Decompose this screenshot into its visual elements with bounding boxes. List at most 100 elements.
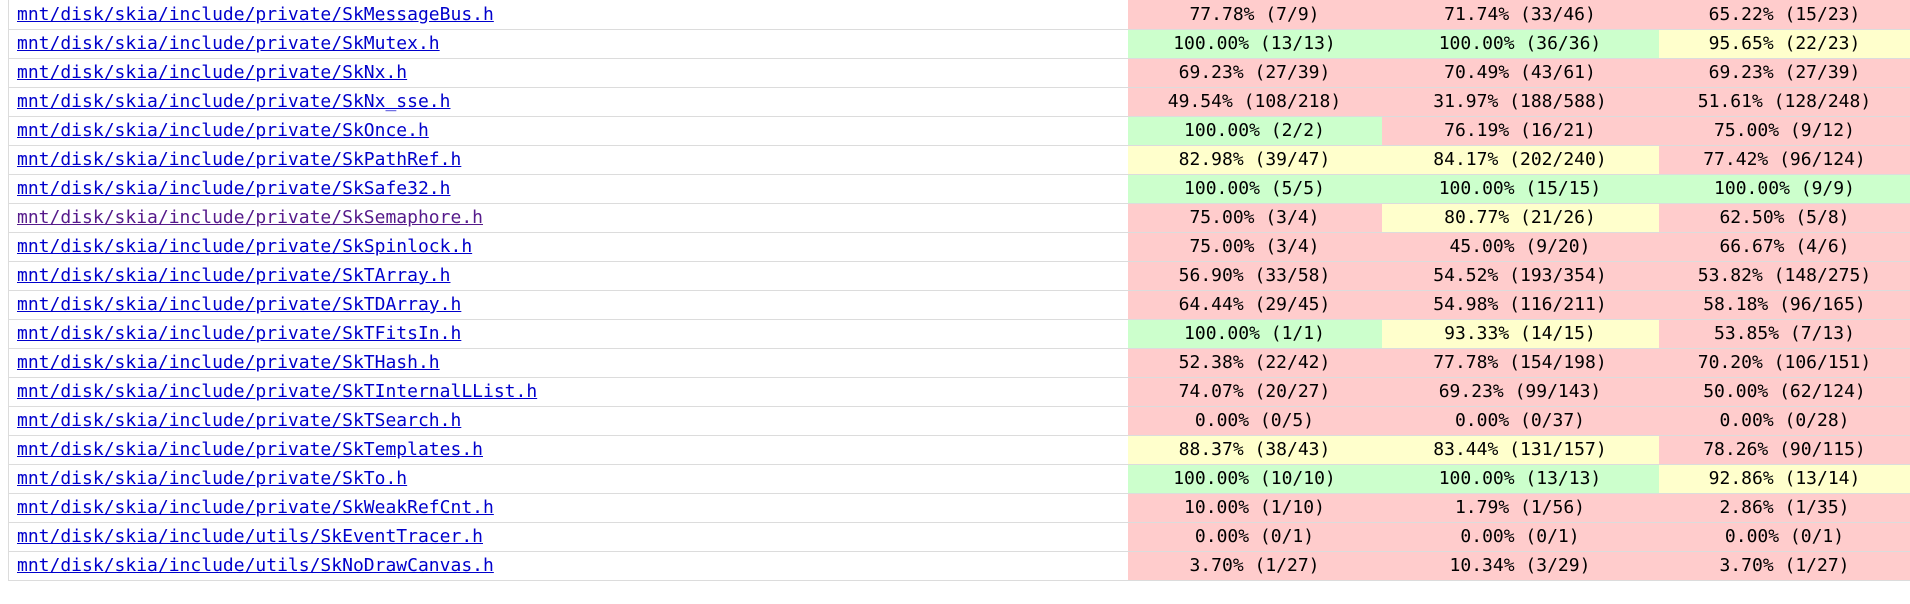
file-link[interactable]: mnt/disk/skia/include/private/SkWeakRefC… <box>17 497 494 518</box>
table-row: mnt/disk/skia/include/private/SkTArray.h… <box>8 261 1910 291</box>
table-row: mnt/disk/skia/include/private/SkMutex.h 1… <box>8 29 1910 59</box>
table-row: mnt/disk/skia/include/private/SkMessageB… <box>8 0 1910 30</box>
lines-coverage-cell: 0.00% (0/1) <box>1127 522 1382 552</box>
table-row: mnt/disk/skia/include/private/SkSpinlock… <box>8 232 1910 262</box>
functions-coverage-cell: 80.77% (21/26) <box>1381 203 1659 233</box>
file-link[interactable]: mnt/disk/skia/include/private/SkTo.h <box>17 468 408 489</box>
lines-coverage-cell: 69.23% (27/39) <box>1127 58 1382 88</box>
file-link[interactable]: mnt/disk/skia/include/private/SkSemaphor… <box>17 207 483 228</box>
table-row: mnt/disk/skia/include/private/SkTHash.h 5… <box>8 348 1910 378</box>
functions-coverage-cell: 45.00% (9/20) <box>1381 232 1659 262</box>
lines-coverage-cell: 74.07% (20/27) <box>1127 377 1382 407</box>
functions-coverage-cell: 100.00% (13/13) <box>1381 464 1659 494</box>
file-link[interactable]: mnt/disk/skia/include/private/SkTInterna… <box>17 381 538 402</box>
file-link[interactable]: mnt/disk/skia/include/private/SkSafe32.h <box>17 178 451 199</box>
file-link[interactable]: mnt/disk/skia/include/private/SkTArray.h <box>17 265 451 286</box>
functions-coverage-cell: 31.97% (188/588) <box>1381 87 1659 117</box>
lines-coverage-cell: 100.00% (5/5) <box>1127 174 1382 204</box>
lines-coverage-cell: 3.70% (1/27) <box>1127 551 1382 581</box>
lines-coverage-cell: 88.37% (38/43) <box>1127 435 1382 465</box>
functions-coverage-cell: 0.00% (0/37) <box>1381 406 1659 436</box>
coverage-table-body: mnt/disk/skia/include/private/SkMessageB… <box>8 0 1910 581</box>
lines-coverage-cell: 49.54% (108/218) <box>1127 87 1382 117</box>
branches-coverage-cell: 0.00% (0/28) <box>1658 406 1910 436</box>
functions-coverage-cell: 70.49% (43/61) <box>1381 58 1659 88</box>
branches-coverage-cell: 58.18% (96/165) <box>1658 290 1910 320</box>
file-link[interactable]: mnt/disk/skia/include/private/SkMutex.h <box>17 33 440 54</box>
file-cell: mnt/disk/skia/include/private/SkTFitsIn.… <box>8 319 1128 349</box>
table-row: mnt/disk/skia/include/private/SkOnce.h 10… <box>8 116 1910 146</box>
branches-coverage-cell: 2.86% (1/35) <box>1658 493 1910 523</box>
table-row: mnt/disk/skia/include/utils/SkEventTrace… <box>8 522 1910 552</box>
functions-coverage-cell: 71.74% (33/46) <box>1381 0 1659 30</box>
file-link[interactable]: mnt/disk/skia/include/private/SkTHash.h <box>17 352 440 373</box>
lines-coverage-cell: 56.90% (33/58) <box>1127 261 1382 291</box>
file-link[interactable]: mnt/disk/skia/include/private/SkTFitsIn.… <box>17 323 462 344</box>
file-link[interactable]: mnt/disk/skia/include/private/SkMessageB… <box>17 3 494 25</box>
functions-coverage-cell: 69.23% (99/143) <box>1381 377 1659 407</box>
file-cell: mnt/disk/skia/include/private/SkSemaphor… <box>8 203 1128 233</box>
branches-coverage-cell: 95.65% (22/23) <box>1658 29 1910 59</box>
lines-coverage-cell: 0.00% (0/5) <box>1127 406 1382 436</box>
branches-coverage-cell: 0.00% (0/1) <box>1658 522 1910 552</box>
table-row: mnt/disk/skia/include/private/SkNx.h 69.2… <box>8 58 1910 88</box>
branches-coverage-cell: 78.26% (90/115) <box>1658 435 1910 465</box>
table-row: mnt/disk/skia/include/private/SkPathRef.… <box>8 145 1910 175</box>
file-link[interactable]: mnt/disk/skia/include/private/SkPathRef.… <box>17 149 462 170</box>
lines-coverage-cell: 75.00% (3/4) <box>1127 203 1382 233</box>
functions-coverage-cell: 84.17% (202/240) <box>1381 145 1659 175</box>
file-link[interactable]: mnt/disk/skia/include/private/SkTSearch.… <box>17 410 462 431</box>
file-cell: mnt/disk/skia/include/private/SkSafe32.h <box>8 174 1128 204</box>
table-row: mnt/disk/skia/include/private/SkNx_sse.h… <box>8 87 1910 117</box>
branches-coverage-cell: 69.23% (27/39) <box>1658 58 1910 88</box>
file-link[interactable]: mnt/disk/skia/include/private/SkNx.h <box>17 62 408 83</box>
branches-coverage-cell: 50.00% (62/124) <box>1658 377 1910 407</box>
file-cell: mnt/disk/skia/include/private/SkMessageB… <box>8 0 1128 30</box>
file-cell: mnt/disk/skia/include/private/SkTDArray.… <box>8 290 1128 320</box>
file-link[interactable]: mnt/disk/skia/include/private/SkOnce.h <box>17 120 429 141</box>
table-row: mnt/disk/skia/include/private/SkTDArray.… <box>8 290 1910 320</box>
lines-coverage-cell: 64.44% (29/45) <box>1127 290 1382 320</box>
lines-coverage-cell: 52.38% (22/42) <box>1127 348 1382 378</box>
file-cell: mnt/disk/skia/include/private/SkNx.h <box>8 58 1128 88</box>
lines-coverage-cell: 10.00% (1/10) <box>1127 493 1382 523</box>
lines-coverage-cell: 100.00% (2/2) <box>1127 116 1382 146</box>
lines-coverage-cell: 75.00% (3/4) <box>1127 232 1382 262</box>
functions-coverage-cell: 10.34% (3/29) <box>1381 551 1659 581</box>
functions-coverage-cell: 77.78% (154/198) <box>1381 348 1659 378</box>
branches-coverage-cell: 75.00% (9/12) <box>1658 116 1910 146</box>
file-link[interactable]: mnt/disk/skia/include/utils/SkNoDrawCanv… <box>17 555 494 576</box>
table-row: mnt/disk/skia/include/private/SkTFitsIn.… <box>8 319 1910 349</box>
branches-coverage-cell: 53.85% (7/13) <box>1658 319 1910 349</box>
file-link[interactable]: mnt/disk/skia/include/private/SkTemplate… <box>17 439 483 460</box>
file-link[interactable]: mnt/disk/skia/include/utils/SkEventTrace… <box>17 526 483 547</box>
table-row: mnt/disk/skia/include/private/SkTo.h 100.… <box>8 464 1910 494</box>
branches-coverage-cell: 62.50% (5/8) <box>1658 203 1910 233</box>
branches-coverage-cell: 53.82% (148/275) <box>1658 261 1910 291</box>
file-link[interactable]: mnt/disk/skia/include/private/SkNx_sse.h <box>17 91 451 112</box>
functions-coverage-cell: 76.19% (16/21) <box>1381 116 1659 146</box>
lines-coverage-cell: 100.00% (1/1) <box>1127 319 1382 349</box>
file-link[interactable]: mnt/disk/skia/include/private/SkTDArray.… <box>17 294 462 315</box>
file-cell: mnt/disk/skia/include/private/SkTSearch.… <box>8 406 1128 436</box>
branches-coverage-cell: 3.70% (1/27) <box>1658 551 1910 581</box>
file-cell: mnt/disk/skia/include/utils/SkNoDrawCanv… <box>8 551 1128 581</box>
table-row: mnt/disk/skia/include/private/SkSemaphor… <box>8 203 1910 233</box>
table-row: mnt/disk/skia/include/private/SkWeakRefC… <box>8 493 1910 523</box>
functions-coverage-cell: 83.44% (131/157) <box>1381 435 1659 465</box>
lines-coverage-cell: 100.00% (13/13) <box>1127 29 1382 59</box>
branches-coverage-cell: 92.86% (13/14) <box>1658 464 1910 494</box>
functions-coverage-cell: 54.98% (116/211) <box>1381 290 1659 320</box>
functions-coverage-cell: 93.33% (14/15) <box>1381 319 1659 349</box>
functions-coverage-cell: 100.00% (36/36) <box>1381 29 1659 59</box>
functions-coverage-cell: 54.52% (193/354) <box>1381 261 1659 291</box>
file-link[interactable]: mnt/disk/skia/include/private/SkSpinlock… <box>17 236 473 257</box>
table-row: mnt/disk/skia/include/utils/SkNoDrawCanv… <box>8 551 1910 581</box>
branches-coverage-cell: 65.22% (15/23) <box>1658 0 1910 30</box>
file-cell: mnt/disk/skia/include/private/SkNx_sse.h <box>8 87 1128 117</box>
file-cell: mnt/disk/skia/include/private/SkTInterna… <box>8 377 1128 407</box>
file-cell: mnt/disk/skia/include/utils/SkEventTrace… <box>8 522 1128 552</box>
branches-coverage-cell: 100.00% (9/9) <box>1658 174 1910 204</box>
branches-coverage-cell: 77.42% (96/124) <box>1658 145 1910 175</box>
